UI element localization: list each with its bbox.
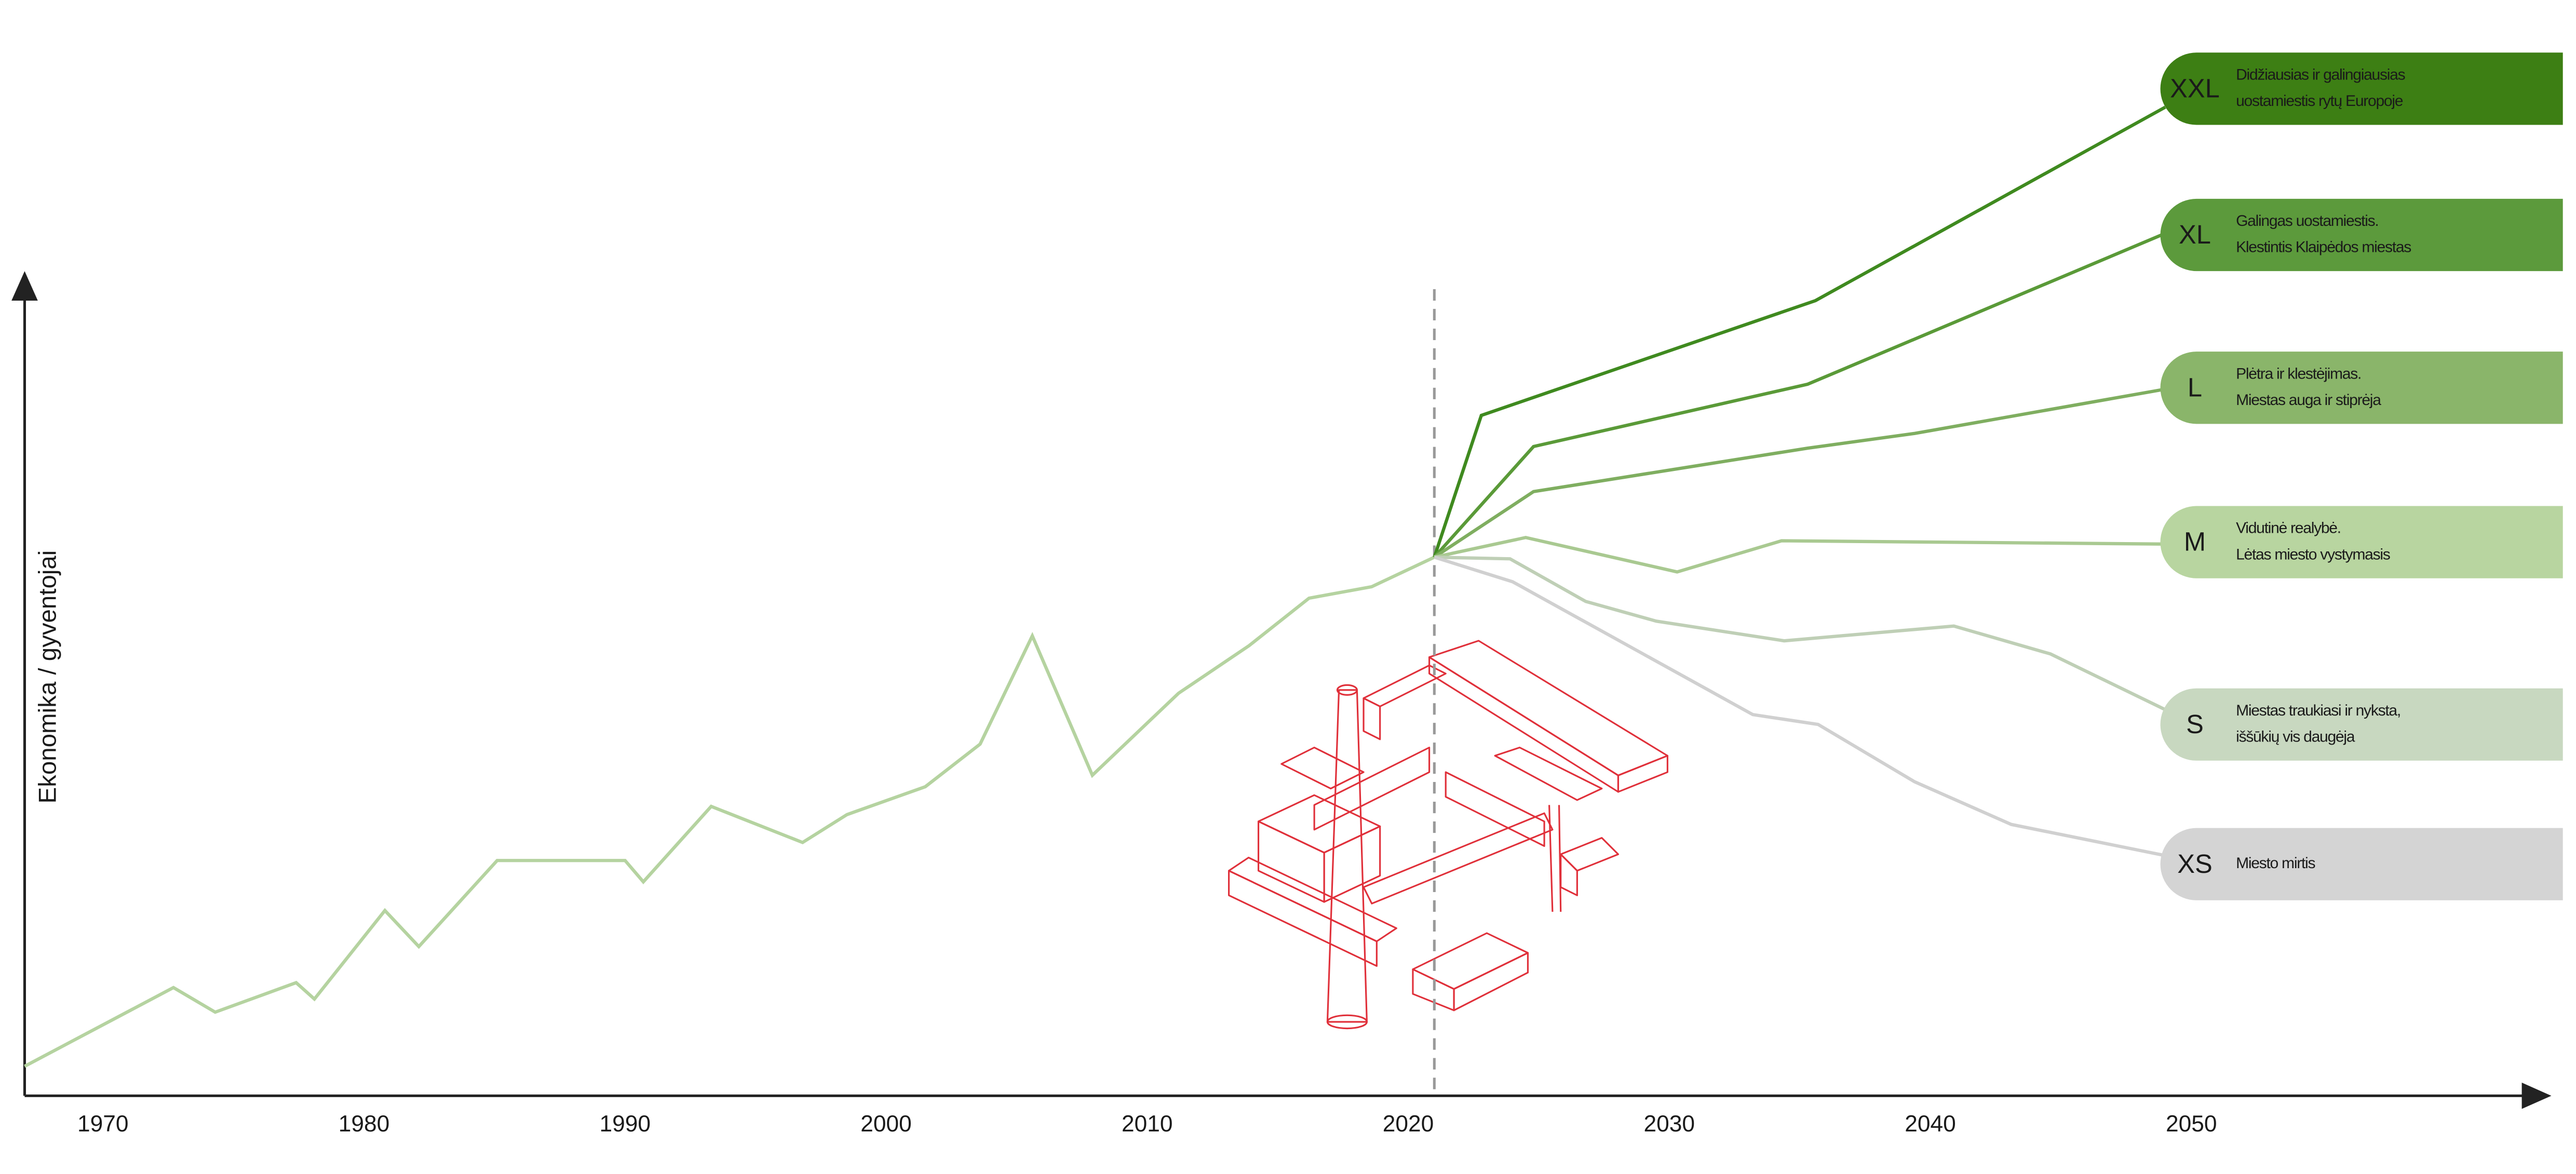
legend-box (2160, 506, 2563, 578)
x-tick-label: 2050 (2166, 1111, 2217, 1137)
legend-description: Klestintis Klaipėdos miestas (2236, 239, 2411, 256)
legend-box (2160, 198, 2563, 272)
x-tick-label: 2020 (1383, 1111, 1434, 1137)
legend-description: Vidutinė realybė. (2236, 520, 2341, 537)
legend-description: Miestas auga ir stiprėja (2236, 392, 2381, 409)
x-tick-label: 1980 (339, 1111, 390, 1137)
x-tick-label: 2000 (860, 1111, 912, 1137)
legend-label: L (2188, 372, 2202, 402)
x-tick-label: 2030 (1644, 1111, 1695, 1137)
legend-description: iššūkių vis daugėja (2236, 728, 2355, 746)
line (1434, 556, 2166, 857)
line (1433, 105, 2166, 558)
legend-label: XXL (2170, 73, 2220, 103)
y-axis-label: Ekonomika / gyventojai (34, 550, 61, 804)
legend-label: S (2186, 709, 2204, 739)
line (23, 556, 1435, 1068)
legend-label: XL (2179, 220, 2211, 249)
legend-description: Didžiausias ir galingiausias (2236, 66, 2405, 84)
x-tick-label: 1970 (77, 1111, 129, 1137)
legend-label: XS (2177, 849, 2213, 879)
line (1433, 232, 2166, 559)
legend-label: M (2184, 527, 2206, 557)
x-tick-label: 2010 (1122, 1111, 1173, 1137)
line (1434, 555, 2166, 711)
legend-description: Lėtas miesto vystymasis (2236, 546, 2390, 563)
legend-description: Plėtra ir klestėjimas. (2236, 365, 2361, 382)
x-tick-label: 1990 (600, 1111, 651, 1137)
legend-description: Galingas uostamiestis. (2236, 212, 2378, 230)
legend-description: Miestas traukiasi ir nyksta, (2236, 702, 2400, 719)
x-tick-label: 2040 (1905, 1111, 1956, 1137)
line (1433, 387, 2166, 559)
legend-box (2160, 352, 2563, 424)
legend-box (2160, 52, 2563, 125)
x-axis-arrow (2521, 1083, 2552, 1109)
y-axis-arrow (11, 271, 38, 301)
legend-box (2160, 688, 2563, 761)
factory-illustration (1228, 640, 1668, 1030)
legend-box (2160, 828, 2563, 900)
legend-description: uostamiestis rytų Europoje (2236, 92, 2403, 110)
line (1434, 535, 2166, 574)
legend-description: Miesto mirtis (2236, 855, 2315, 872)
